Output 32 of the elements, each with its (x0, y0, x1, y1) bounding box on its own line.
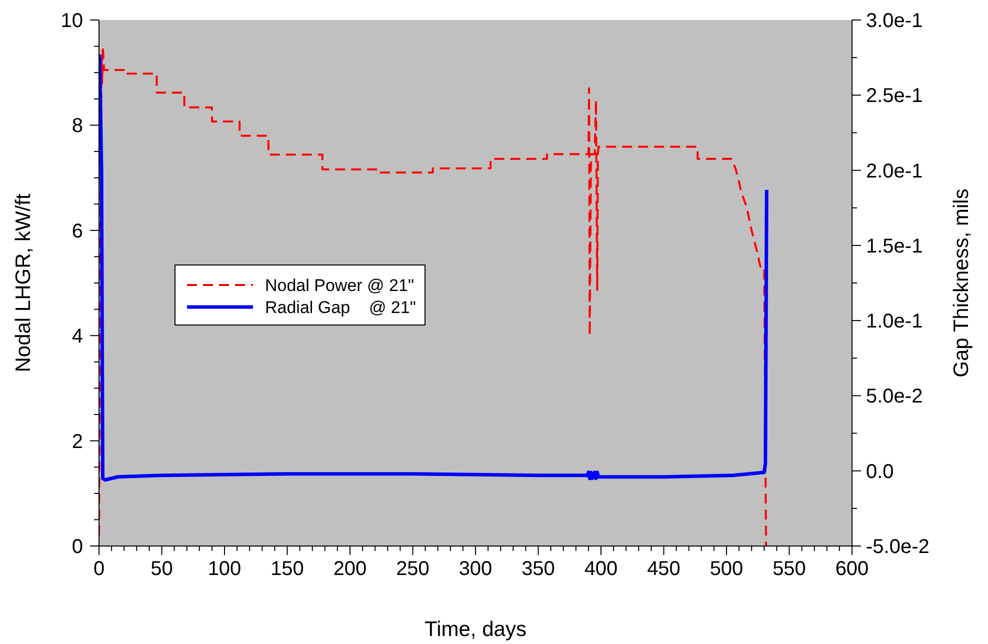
y2-tick-label: 2.0e-1 (866, 160, 923, 182)
y2-tick-label: 1.0e-1 (866, 310, 923, 333)
x-tick-label: 150 (270, 558, 304, 580)
x-tick-label: 0 (93, 558, 105, 580)
x-tick-label: 100 (208, 558, 242, 580)
x-tick-label: 250 (396, 558, 430, 580)
y-tick-label: 10 (60, 10, 83, 32)
x-tick-label: 500 (710, 558, 744, 580)
y-axis-title: Nodal LHGR, kW/ft (12, 194, 35, 372)
x-tick-label: 400 (584, 558, 618, 580)
y2-tick-label: 2.5e-1 (866, 85, 923, 108)
x-tick-label: 350 (522, 558, 555, 580)
x-tick-label: 450 (647, 558, 680, 580)
x-tick-label: 50 (150, 558, 173, 580)
y-tick-label: 4 (72, 326, 83, 348)
y-tick-label: 6 (72, 220, 83, 242)
x-tick-label: 200 (333, 558, 367, 580)
y-tick-label: 2 (72, 430, 83, 453)
y2-tick-label: 3.0e-1 (866, 10, 923, 32)
y2-axis-title: Gap Thickness, mils (950, 188, 973, 378)
x-tick-label: 300 (458, 558, 492, 580)
legend-label: Nodal Power @ 21" (265, 276, 414, 295)
x-tick-label: 600 (835, 558, 869, 580)
y-tick-label: 8 (72, 115, 83, 138)
y2-tick-label: 0.0 (866, 460, 894, 483)
y2-tick-label: -5.0e-2 (866, 536, 930, 558)
y-tick-label: 0 (72, 536, 83, 558)
y2-tick-label: 1.5e-1 (866, 235, 923, 258)
y2-tick-label: 5.0e-2 (866, 386, 923, 408)
x-tick-label: 550 (772, 558, 806, 580)
legend-label: Radial Gap @ 21" (265, 298, 416, 317)
x-axis-title: Time, days (424, 618, 526, 641)
